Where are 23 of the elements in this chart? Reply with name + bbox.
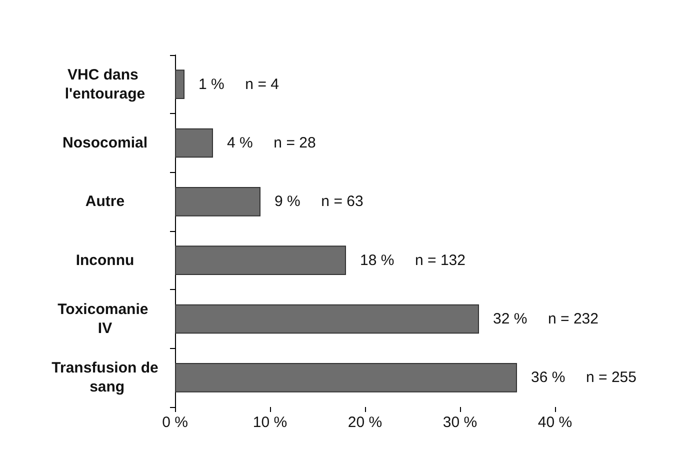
bar bbox=[175, 70, 184, 99]
y-tick-label: Toxicomanie IV bbox=[58, 301, 152, 337]
data-label: 4 % n = 28 bbox=[227, 134, 316, 152]
data-label: 1 % n = 4 bbox=[198, 76, 279, 93]
x-tick-label: 40 % bbox=[538, 414, 572, 431]
x-tick-label: 20 % bbox=[348, 414, 382, 431]
data-label: 9 % n = 63 bbox=[274, 193, 364, 210]
y-tick-label: Nosocomial bbox=[62, 134, 148, 152]
y-tick-label: Inconnu bbox=[76, 252, 134, 269]
data-label: 32 % n = 232 bbox=[493, 310, 598, 328]
data-label: 18 % n = 132 bbox=[360, 252, 466, 269]
y-tick-label: VHC dans l'entourage bbox=[64, 66, 146, 102]
y-tick-label: Autre bbox=[85, 193, 125, 210]
bar bbox=[175, 363, 517, 392]
bar bbox=[175, 187, 260, 216]
data-label: 36 % n = 255 bbox=[531, 369, 636, 386]
x-tick-label: 10 % bbox=[252, 414, 288, 431]
x-tick-label: 0 % bbox=[162, 414, 188, 431]
x-tick-label: 30 % bbox=[442, 414, 478, 431]
bar bbox=[175, 304, 479, 334]
y-tick-label: Transfusion de sang bbox=[52, 360, 158, 396]
bar bbox=[175, 128, 213, 158]
bar bbox=[175, 246, 346, 275]
